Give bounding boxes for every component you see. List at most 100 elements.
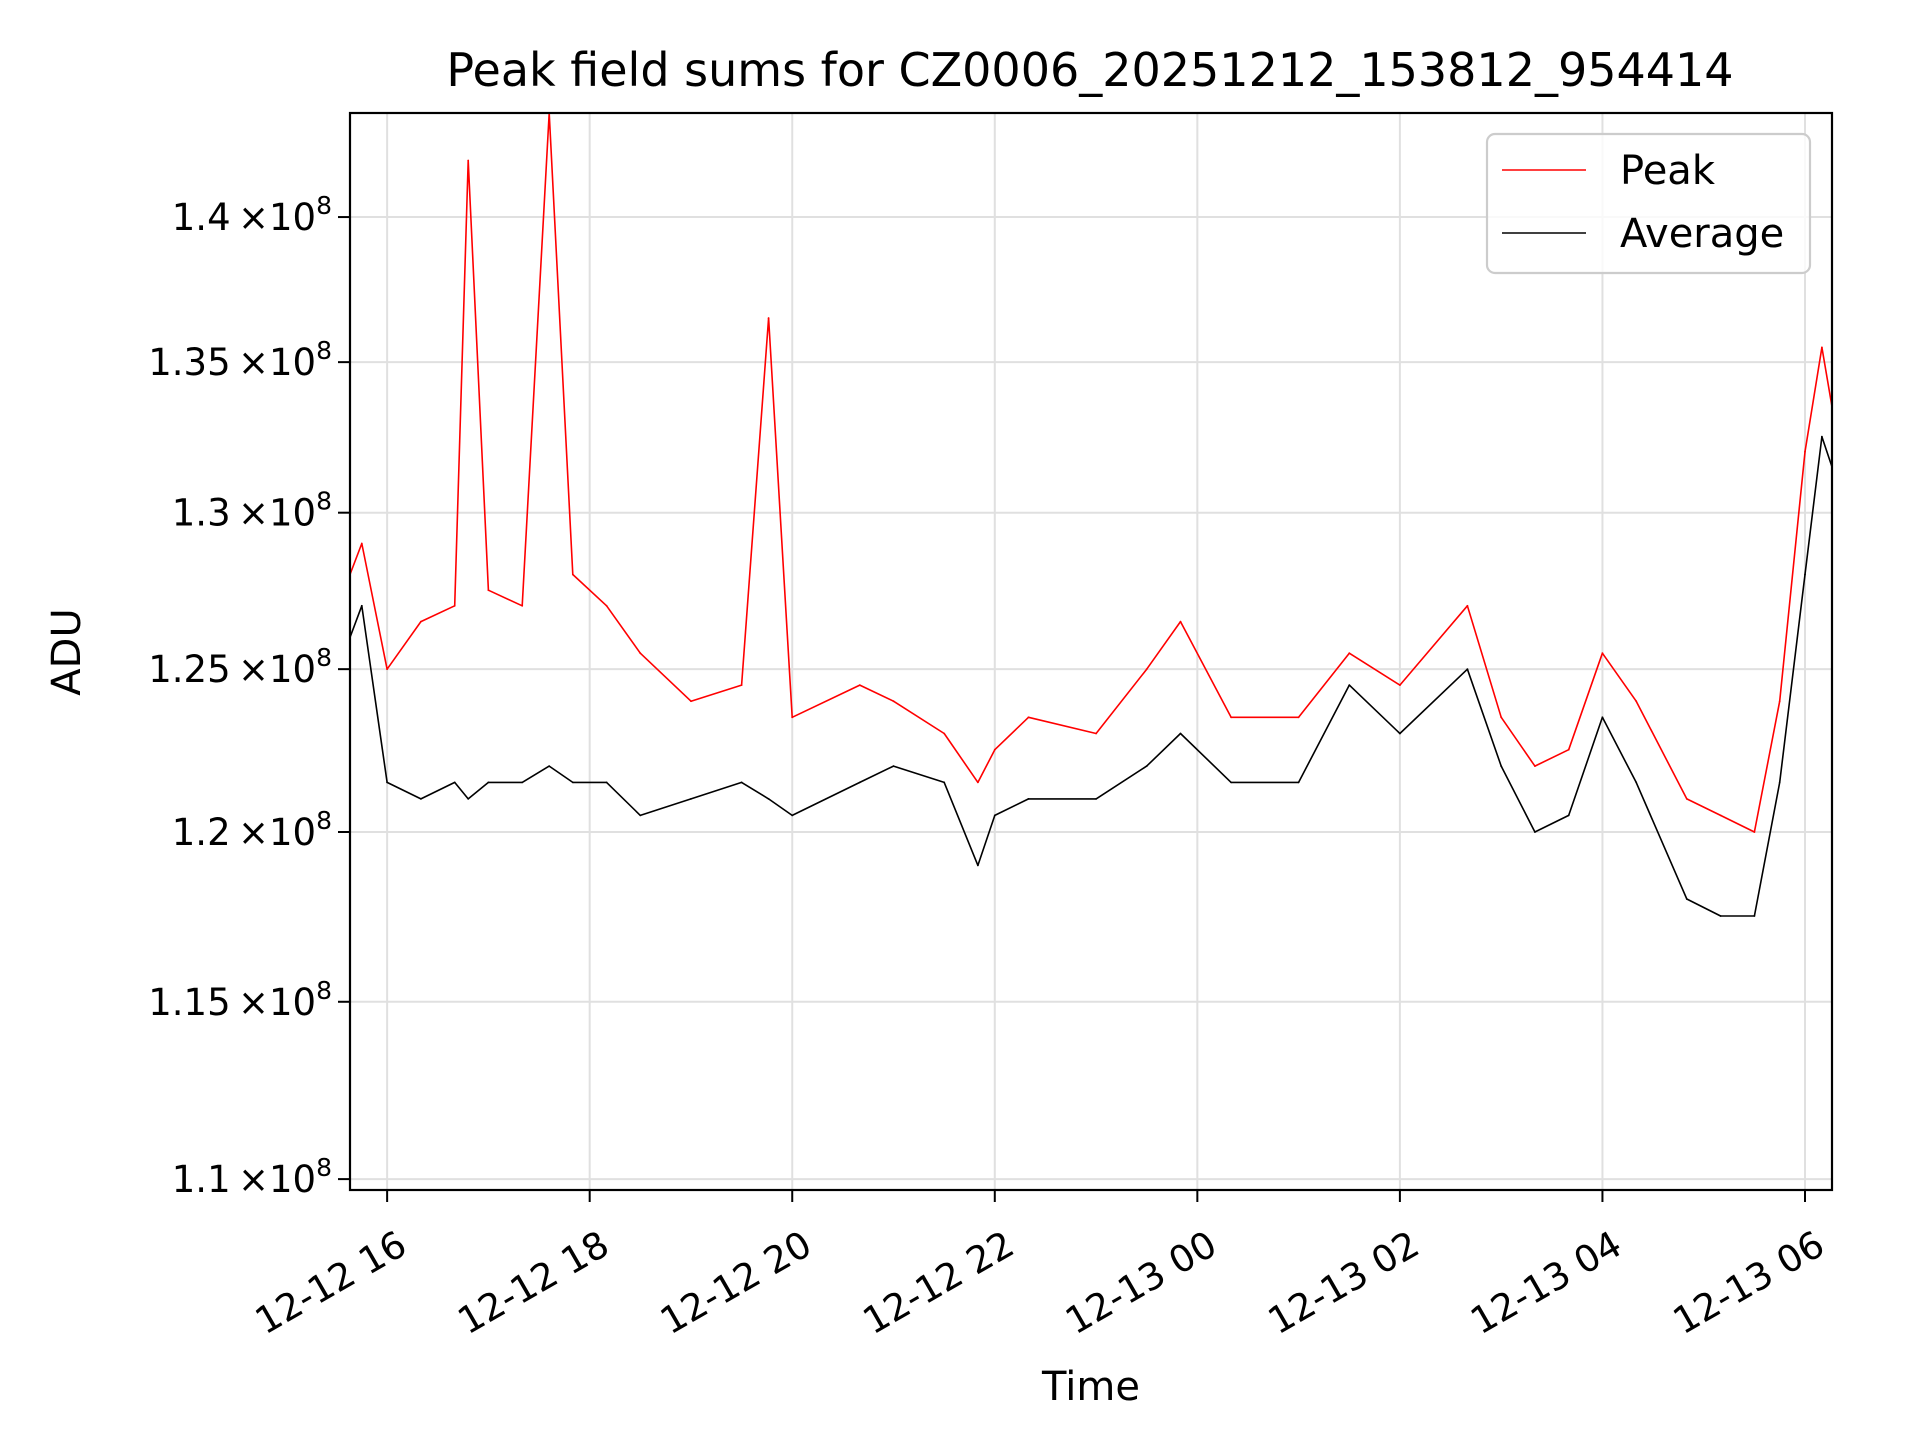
data-point-peak xyxy=(977,781,979,784)
series-line-peak xyxy=(349,112,1833,833)
y-tick-label: 1.2 ×108 xyxy=(172,806,332,854)
data-point-average xyxy=(892,765,895,767)
data-point-peak xyxy=(690,700,692,703)
data-point-average xyxy=(548,765,551,767)
series-line-average xyxy=(349,435,1833,917)
data-point-average xyxy=(386,781,388,784)
data-point-average xyxy=(1230,781,1232,784)
data-point-peak xyxy=(453,604,456,607)
data-point-average xyxy=(943,781,946,784)
data-point-average xyxy=(1348,684,1351,686)
data-point-peak xyxy=(1635,700,1638,703)
x-axis-label: Time xyxy=(1041,1364,1140,1410)
data-point-peak xyxy=(858,684,861,686)
data-point-average xyxy=(1145,765,1148,767)
data-point-average xyxy=(1685,898,1688,900)
data-point-average xyxy=(858,781,861,784)
data-point-average xyxy=(1601,716,1604,719)
data-point-peak xyxy=(1027,716,1030,719)
data-point-average xyxy=(993,814,996,817)
data-point-average xyxy=(1753,915,1756,917)
data-point-peak xyxy=(467,159,470,162)
data-point-peak xyxy=(639,652,642,655)
data-point-peak xyxy=(943,732,946,735)
data-point-average xyxy=(1095,798,1097,800)
data-point-average xyxy=(1719,915,1722,917)
data-point-peak xyxy=(1297,716,1300,719)
data-point-average xyxy=(1297,781,1300,784)
y-tick-label: 1.15 ×108 xyxy=(148,976,332,1024)
data-point-peak xyxy=(1095,732,1097,735)
data-point-average xyxy=(453,781,456,784)
data-point-peak xyxy=(487,589,490,592)
data-point-peak xyxy=(767,317,770,319)
data-point-peak xyxy=(386,668,388,671)
data-point-average xyxy=(467,798,470,800)
data-point-peak xyxy=(571,573,574,576)
data-point-average xyxy=(977,864,979,867)
y-tick-label: 1.1 ×108 xyxy=(172,1153,332,1201)
data-point-average xyxy=(1635,781,1638,784)
data-point-peak xyxy=(1399,684,1401,686)
data-point-peak xyxy=(605,604,608,607)
data-point-average xyxy=(487,781,490,784)
data-point-average xyxy=(639,814,642,817)
data-point-average xyxy=(1534,831,1536,833)
data-point-peak xyxy=(1179,620,1182,623)
data-point-peak xyxy=(1500,716,1503,719)
data-point-peak xyxy=(1601,652,1604,655)
data-point-average xyxy=(420,798,422,800)
legend-peak-label: Peak xyxy=(1620,148,1716,194)
data-point-peak xyxy=(521,604,524,607)
legend-average-label: Average xyxy=(1620,211,1784,257)
data-point-peak xyxy=(420,620,422,623)
data-point-average xyxy=(1500,765,1503,767)
data-point-average xyxy=(1804,573,1806,576)
data-point-average xyxy=(791,814,794,817)
data-point-peak xyxy=(1804,450,1806,453)
y-tick-label: 1.25 ×108 xyxy=(148,643,332,691)
data-point-peak xyxy=(1778,700,1781,703)
series-layer xyxy=(349,112,1833,917)
data-point-peak xyxy=(1230,716,1232,719)
data-point-average xyxy=(1399,732,1401,735)
y-axis-ticks: 1.1 ×108 1.15 ×108 1.2 ×108 1.25 ×108 1.3 ×1… xyxy=(148,191,350,1201)
data-point-average xyxy=(1027,798,1030,800)
data-point-peak xyxy=(1719,814,1722,817)
data-point-average xyxy=(1778,781,1781,784)
data-point-peak xyxy=(1466,604,1469,607)
y-axis-label: ADU xyxy=(44,608,90,695)
legend-box xyxy=(1485,132,1812,275)
y-tick-label: 1.35 ×108 xyxy=(148,336,332,384)
data-point-peak xyxy=(1685,798,1688,800)
data-point-average xyxy=(740,781,743,784)
y-tick-label: 1.4 ×108 xyxy=(172,191,332,239)
data-point-average xyxy=(767,798,770,800)
data-point-peak xyxy=(1534,765,1536,767)
data-point-average xyxy=(1821,435,1823,438)
data-point-peak xyxy=(1753,831,1756,833)
chart-title: Peak field sums for CZ0006_20251212_1538… xyxy=(446,43,1733,97)
data-point-average xyxy=(1179,732,1182,735)
data-point-peak xyxy=(740,684,743,686)
data-point-peak xyxy=(993,748,996,751)
data-point-peak xyxy=(892,700,895,703)
plot-frame xyxy=(348,111,1834,1192)
y-tick-label: 1.3 ×108 xyxy=(172,487,332,535)
data-point-peak xyxy=(1567,748,1570,751)
data-point-peak xyxy=(360,542,363,545)
legend: Peak Average xyxy=(1485,132,1812,275)
data-point-peak xyxy=(1821,346,1823,349)
data-point-peak xyxy=(1145,668,1148,671)
data-point-peak xyxy=(791,716,794,719)
data-point-peak xyxy=(1348,652,1351,655)
data-point-average xyxy=(571,781,574,784)
data-point-average xyxy=(1567,814,1570,817)
data-point-average xyxy=(690,798,692,800)
data-point-average xyxy=(360,604,363,607)
data-point-average xyxy=(605,781,608,784)
data-point-average xyxy=(521,781,524,784)
grid-layer xyxy=(350,113,1832,1190)
data-point-average xyxy=(1466,668,1469,671)
